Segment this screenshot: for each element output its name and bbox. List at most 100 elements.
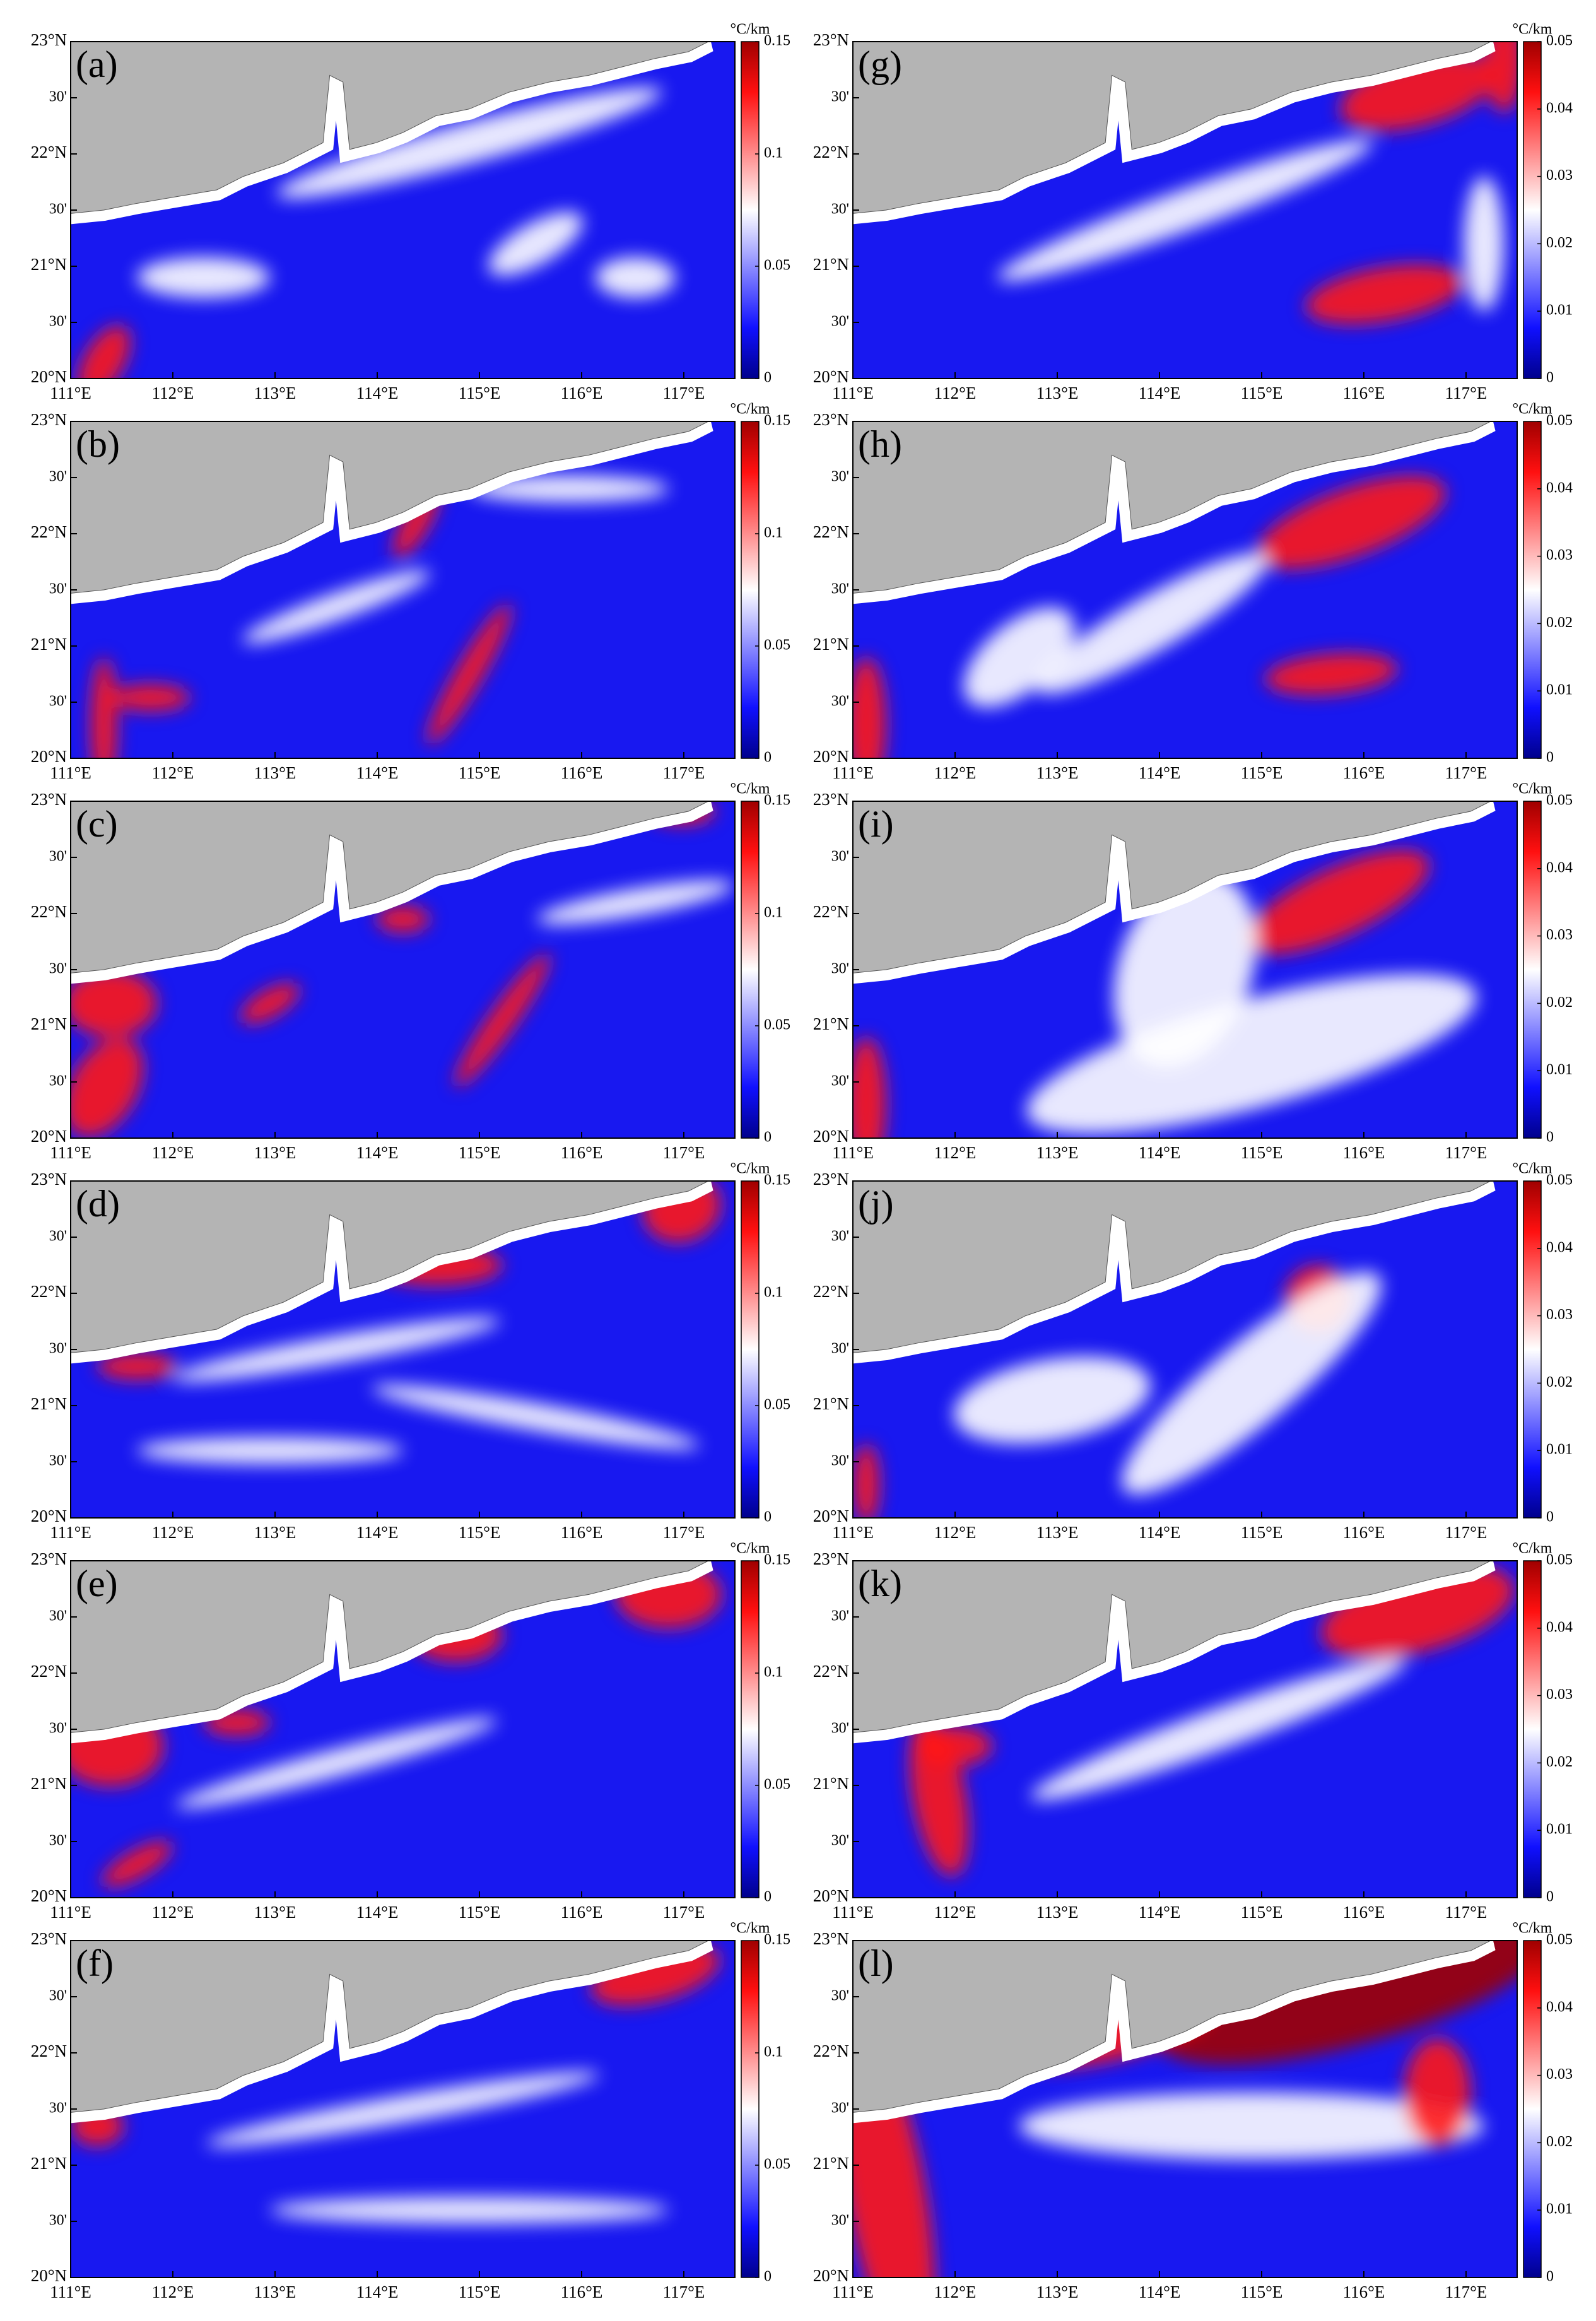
land <box>853 1181 1491 1353</box>
map-panel: (k) 111°E 112°E 113°E 114°E 115°E 116°E 117°E 23… <box>813 1541 1573 1922</box>
colorbar-tick-label: 0.1 <box>764 145 783 162</box>
x-tick-label: 111°E <box>832 1523 874 1542</box>
colorbar-tick-label: 0.03 <box>1546 547 1573 563</box>
map-panel: (c) 111°E 112°E 113°E 114°E 115°E 116°E 117°E 23… <box>31 781 790 1163</box>
y-tick-label: 30' <box>831 1608 849 1625</box>
colorbar-tick-label: 0.05 <box>1546 1552 1573 1568</box>
colorbar-tick-label: 0.01 <box>1546 1821 1573 1838</box>
map-field <box>853 42 1517 379</box>
x-tick-label: 112°E <box>934 1143 977 1162</box>
colorbar-tick-label: 0.15 <box>764 1552 790 1568</box>
colorbar <box>741 1180 760 1519</box>
x-tick-label: 111°E <box>50 2283 91 2301</box>
x-tick-label: 117°E <box>663 1903 705 1922</box>
y-tick-label: 30' <box>831 849 849 865</box>
front <box>454 953 550 1087</box>
colorbar-unit: °C/km <box>1513 1920 1552 1937</box>
y-tick-label: 30' <box>49 1988 67 2004</box>
panel-label: (a) <box>76 44 118 85</box>
map-panel: (e) 111°E 112°E 113°E 114°E 115°E 116°E 117°E 23… <box>31 1541 790 1922</box>
y-tick-label: 30' <box>831 1833 849 1849</box>
map-panel: (j) 111°E 112°E 113°E 114°E 115°E 116°E 117°E 23… <box>813 1161 1573 1542</box>
y-tick-label: 23°N <box>31 790 67 809</box>
x-tick-label: 116°E <box>1343 1903 1385 1922</box>
x-tick-label: 111°E <box>50 384 91 403</box>
map-field <box>853 1941 1517 2277</box>
front <box>269 2196 669 2224</box>
x-tick-label: 112°E <box>934 763 977 782</box>
front <box>469 475 669 503</box>
y-tick-label: 23°N <box>31 410 67 429</box>
x-tick-label: 114°E <box>1139 1903 1181 1922</box>
front <box>240 983 300 1024</box>
x-tick-label: 117°E <box>1445 1523 1487 1542</box>
x-tick-label: 114°E <box>356 763 399 782</box>
y-tick-label: 20°N <box>31 1886 67 1905</box>
colorbar-tick-label: 0.02 <box>1546 2134 1573 2150</box>
gradient-field <box>853 476 1446 758</box>
colorbar-unit: °C/km <box>1513 1161 1552 1177</box>
x-tick-label: 114°E <box>356 384 399 403</box>
y-tick-label: 22°N <box>813 902 849 921</box>
front <box>912 1725 993 1766</box>
colorbar-tick-label: 0.01 <box>1546 2201 1573 2218</box>
front <box>372 1385 700 1449</box>
y-tick-label: 20°N <box>813 2266 849 2285</box>
y-tick-label: 30' <box>49 1453 67 1469</box>
front <box>853 657 886 758</box>
colorbar-tick-label: 0.05 <box>1546 33 1573 49</box>
colorbar-tick-label: 0.02 <box>1546 1374 1573 1390</box>
y-tick-label: 23°N <box>813 1929 849 1948</box>
y-tick-label: 20°N <box>31 1507 67 1525</box>
y-tick-label: 21°N <box>813 635 849 654</box>
front <box>71 970 157 1037</box>
panel-label: (e) <box>76 1563 118 1604</box>
x-tick-label: 116°E <box>1343 1143 1385 1162</box>
colorbar-unit: °C/km <box>1513 781 1552 797</box>
colorbar-tick-label: 0.01 <box>1546 682 1573 698</box>
colorbar-tick-label: 0.05 <box>764 2156 790 2173</box>
colorbar-tick-label: 0 <box>1546 1509 1554 1525</box>
front <box>97 1353 177 1380</box>
x-tick-label: 116°E <box>561 2283 603 2301</box>
x-tick-label: 114°E <box>356 1143 399 1162</box>
colorbar-tick-label: 0.03 <box>1546 927 1573 943</box>
land <box>71 1941 709 2113</box>
colorbar-tick-label: 0.1 <box>764 905 783 921</box>
front <box>963 607 1074 707</box>
y-tick-label: 30' <box>831 1988 849 2004</box>
panel-label: (c) <box>76 803 118 845</box>
y-tick-label: 30' <box>49 1608 67 1625</box>
map-field <box>71 801 735 1138</box>
y-tick-label: 22°N <box>31 522 67 541</box>
colorbar-tick-label: 0 <box>1546 1129 1554 1146</box>
x-tick-label: 111°E <box>50 1143 91 1162</box>
y-tick-label: 23°N <box>31 1549 67 1568</box>
colorbar-unit: °C/km <box>1513 1541 1552 1557</box>
y-tick-label: 21°N <box>31 2154 67 2173</box>
y-tick-label: 30' <box>49 314 67 330</box>
y-tick-label: 30' <box>831 89 849 105</box>
colorbar-unit: °C/km <box>1513 21 1552 38</box>
y-tick-label: 22°N <box>31 1282 67 1301</box>
x-tick-label: 112°E <box>152 763 194 782</box>
x-tick-label: 111°E <box>832 2283 874 2301</box>
x-tick-label: 117°E <box>663 1143 705 1162</box>
land <box>853 1941 1491 2113</box>
y-tick-label: 22°N <box>31 1662 67 1681</box>
colorbar-tick-label: 0 <box>764 2269 772 2285</box>
x-tick-label: 111°E <box>832 1143 874 1162</box>
colorbar-tick-label: 0.05 <box>1546 792 1573 809</box>
x-tick-label: 117°E <box>1445 2283 1487 2301</box>
y-tick-label: 20°N <box>813 747 849 766</box>
y-tick-label: 30' <box>831 1228 849 1245</box>
y-tick-label: 23°N <box>31 1170 67 1189</box>
panel-label: (l) <box>858 1942 894 1984</box>
x-tick-label: 113°E <box>254 1523 296 1542</box>
colorbar-tick-label: 0 <box>764 1509 772 1525</box>
front <box>175 1718 497 1808</box>
front <box>853 1037 886 1138</box>
front <box>1257 476 1446 569</box>
x-tick-label: 116°E <box>561 384 603 403</box>
y-tick-label: 30' <box>831 1453 849 1469</box>
